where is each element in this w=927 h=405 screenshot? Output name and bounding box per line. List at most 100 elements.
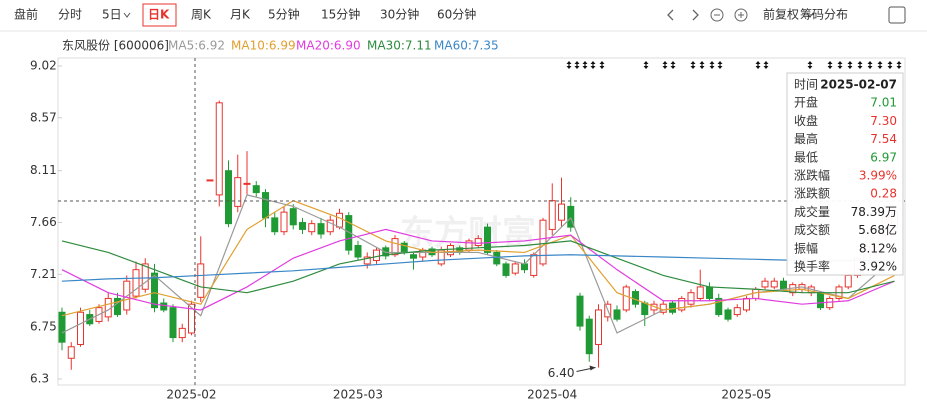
candle-body	[706, 286, 713, 299]
tooltip-value: 7.54	[870, 132, 897, 146]
toolbar-option[interactable]: 筹码分布	[800, 8, 848, 22]
tooltip	[786, 72, 904, 276]
tab[interactable]: 15分钟	[321, 7, 360, 22]
candle-body	[548, 200, 556, 230]
zoom-in[interactable]	[734, 8, 748, 22]
candle-body	[678, 297, 686, 311]
candle-body	[493, 251, 501, 265]
tooltip-label: 成交量	[794, 204, 830, 219]
candle-body	[225, 170, 232, 225]
legend-entry: MA20:6.90	[296, 39, 361, 53]
candle-body	[502, 263, 510, 276]
tooltip-label: 开盘	[794, 95, 818, 110]
zoom-out[interactable]	[710, 8, 724, 22]
candle-body	[474, 238, 482, 247]
candle-body	[114, 297, 121, 316]
candle-body	[733, 307, 741, 316]
annotation-label: 6.40	[548, 366, 575, 380]
tooltip-value: 3.92%	[859, 260, 897, 274]
candle-body	[132, 269, 140, 297]
candle-body	[336, 212, 343, 228]
candle-body	[696, 286, 704, 299]
tab[interactable]: 分时	[58, 8, 82, 22]
y-tick-label: 7.21	[30, 267, 57, 281]
tab[interactable]: 30分钟	[380, 7, 419, 22]
toolbar-option[interactable]: 前复权	[763, 7, 799, 22]
candle-body	[613, 309, 621, 320]
candle-body	[595, 309, 602, 345]
y-tick-label: 8.57	[30, 110, 57, 124]
candle-body	[160, 302, 168, 311]
candle-body	[317, 223, 325, 235]
candle-body	[206, 179, 214, 182]
ma-line	[61, 254, 895, 282]
nav-arrows[interactable]	[667, 9, 699, 21]
y-tick-label: 6.3	[30, 372, 49, 386]
candle-body	[780, 280, 787, 290]
candle-body	[558, 203, 565, 221]
tooltip-label: 换手率	[794, 259, 830, 274]
candle-body	[530, 254, 538, 276]
zoom-in-icon	[738, 12, 744, 18]
tab[interactable]: 5日	[102, 8, 122, 22]
tab[interactable]: 日K	[148, 8, 170, 22]
tab[interactable]: 月K	[230, 8, 251, 22]
candle-body	[391, 238, 399, 256]
tooltip-value: 78.39万	[851, 205, 897, 219]
legend-entry: MA10:6.99	[231, 39, 296, 53]
candle-body	[826, 297, 834, 309]
candle-body	[77, 311, 84, 345]
x-tick-label: 2025-02	[166, 388, 216, 402]
candle-body	[752, 288, 760, 299]
tab[interactable]: 5分钟	[268, 7, 300, 22]
candle-body	[715, 297, 723, 316]
candle-body	[169, 307, 177, 339]
candle-body	[539, 219, 547, 265]
candle-body	[567, 205, 575, 228]
candle-body	[58, 311, 66, 343]
tooltip-label: 时间	[794, 78, 818, 92]
candle-body	[447, 245, 454, 256]
tooltip-value: 2025-02-07	[820, 78, 897, 92]
candle-body	[743, 297, 750, 311]
tooltip-value: 6.97	[870, 150, 897, 164]
tooltip-label: 最高	[794, 131, 818, 146]
candle-body	[141, 263, 149, 290]
candle-body	[243, 182, 251, 185]
tooltip-label: 涨跌额	[794, 186, 830, 201]
tab-selected-frame	[142, 3, 177, 27]
candle-body	[197, 263, 205, 298]
tooltip-value: 7.30	[870, 114, 897, 128]
y-tick-label: 8.11	[30, 163, 57, 177]
tab[interactable]: 60分钟	[437, 7, 476, 22]
legend-entry: MA5:6.92	[168, 39, 225, 53]
y-tick-label: 7.66	[30, 215, 57, 229]
x-tick-label: 2025-05	[721, 388, 771, 402]
tooltip-label: 最低	[794, 150, 818, 164]
candle-body	[622, 286, 630, 311]
candle-body	[363, 256, 371, 265]
candle-body	[280, 211, 288, 233]
tooltip-label: 成交额	[794, 222, 830, 237]
ma-line	[61, 199, 895, 317]
candle-body	[373, 249, 380, 261]
y-tick-label: 6.75	[30, 320, 57, 334]
ma-line	[61, 240, 895, 294]
candle-body	[252, 185, 260, 194]
candle-body	[511, 263, 519, 274]
tab[interactable]: 周K	[191, 8, 212, 22]
tab[interactable]: 盘前	[14, 7, 38, 22]
candle-body	[770, 280, 778, 288]
candle-body	[326, 219, 334, 233]
fullscreen-button[interactable]	[888, 6, 906, 24]
y-tick-label: 9.02	[30, 59, 57, 73]
chart-title: 东风股份 [600006]	[62, 39, 169, 53]
candle-body	[632, 291, 639, 305]
candle-body	[151, 272, 158, 309]
candle-body	[641, 302, 649, 316]
candle-body	[308, 223, 316, 233]
candle-body	[669, 302, 676, 313]
